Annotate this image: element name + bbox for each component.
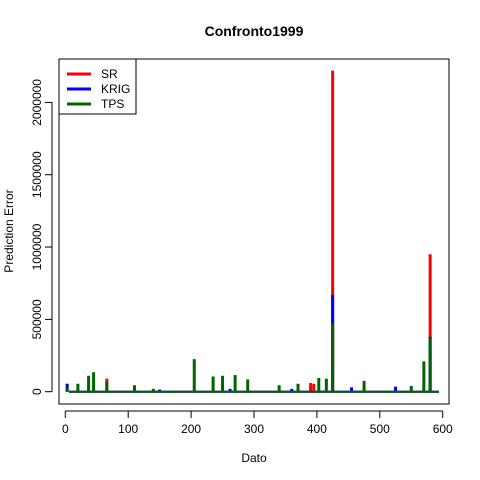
y-tick-label: 500000	[30, 299, 44, 339]
y-tick-label: 0	[30, 388, 44, 395]
x-tick-label: 100	[118, 422, 138, 436]
chart-title: Confronto1999	[205, 23, 304, 39]
plot-area	[65, 70, 439, 393]
x-tick-label: 600	[433, 422, 453, 436]
series-tps	[65, 323, 439, 393]
y-tick-label: 1000000	[30, 223, 44, 270]
series-sr	[65, 70, 439, 393]
legend-label: TPS	[101, 97, 124, 111]
plot-frame	[58, 58, 450, 405]
x-tick-label: 500	[370, 422, 390, 436]
x-tick-label: 200	[181, 422, 201, 436]
legend-label: KRIG	[101, 82, 130, 96]
x-tick-label: 400	[307, 422, 327, 436]
series-krig	[65, 294, 439, 393]
y-axis: 0 500000 1000000 1500000 2000000	[30, 79, 53, 395]
y-axis-label: Prediction Error	[2, 189, 16, 272]
y-tick-label: 2000000	[30, 79, 44, 126]
x-tick-label: 300	[244, 422, 264, 436]
x-axis: 0 100 200 300 400 500 600	[62, 410, 453, 436]
legend-label: SR	[101, 67, 118, 81]
x-tick-label: 0	[62, 422, 69, 436]
x-axis-label: Dato	[241, 451, 267, 465]
y-tick-label: 1500000	[30, 151, 44, 198]
